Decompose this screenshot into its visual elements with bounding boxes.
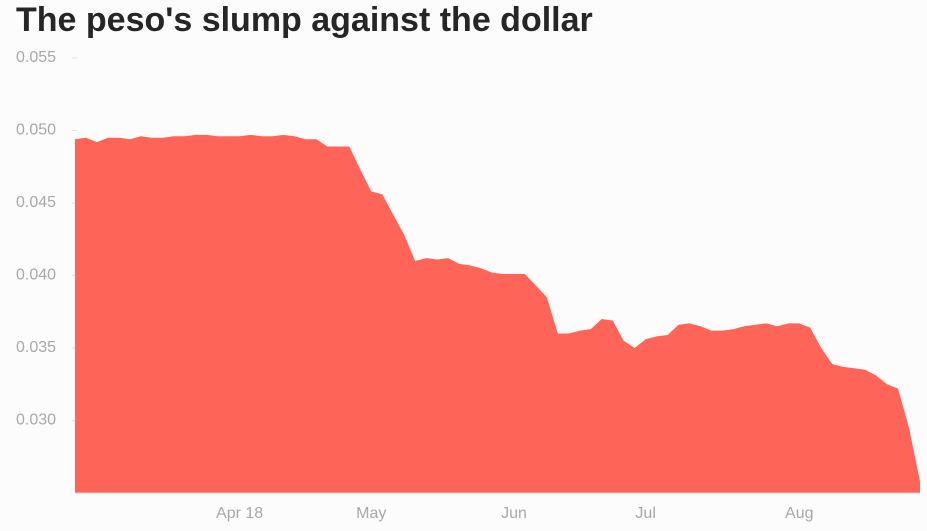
y-tick-label: 0.035 [16,339,56,356]
y-tick-label: 0.040 [16,267,56,284]
y-tick-label: 0.045 [16,194,56,211]
x-tick-label: Apr 18 [216,505,263,522]
y-tick-label: 0.055 [16,49,56,66]
chart-title: The peso's slump against the dollar [16,1,593,39]
y-tick-label: 0.030 [16,412,56,429]
x-tick-label: Jul [635,505,655,522]
area [75,134,920,493]
x-tick-label: May [356,505,386,522]
x-tick-label: Aug [785,505,813,522]
y-tick-label: 0.050 [16,122,56,139]
x-tick-label: Jun [501,505,527,522]
